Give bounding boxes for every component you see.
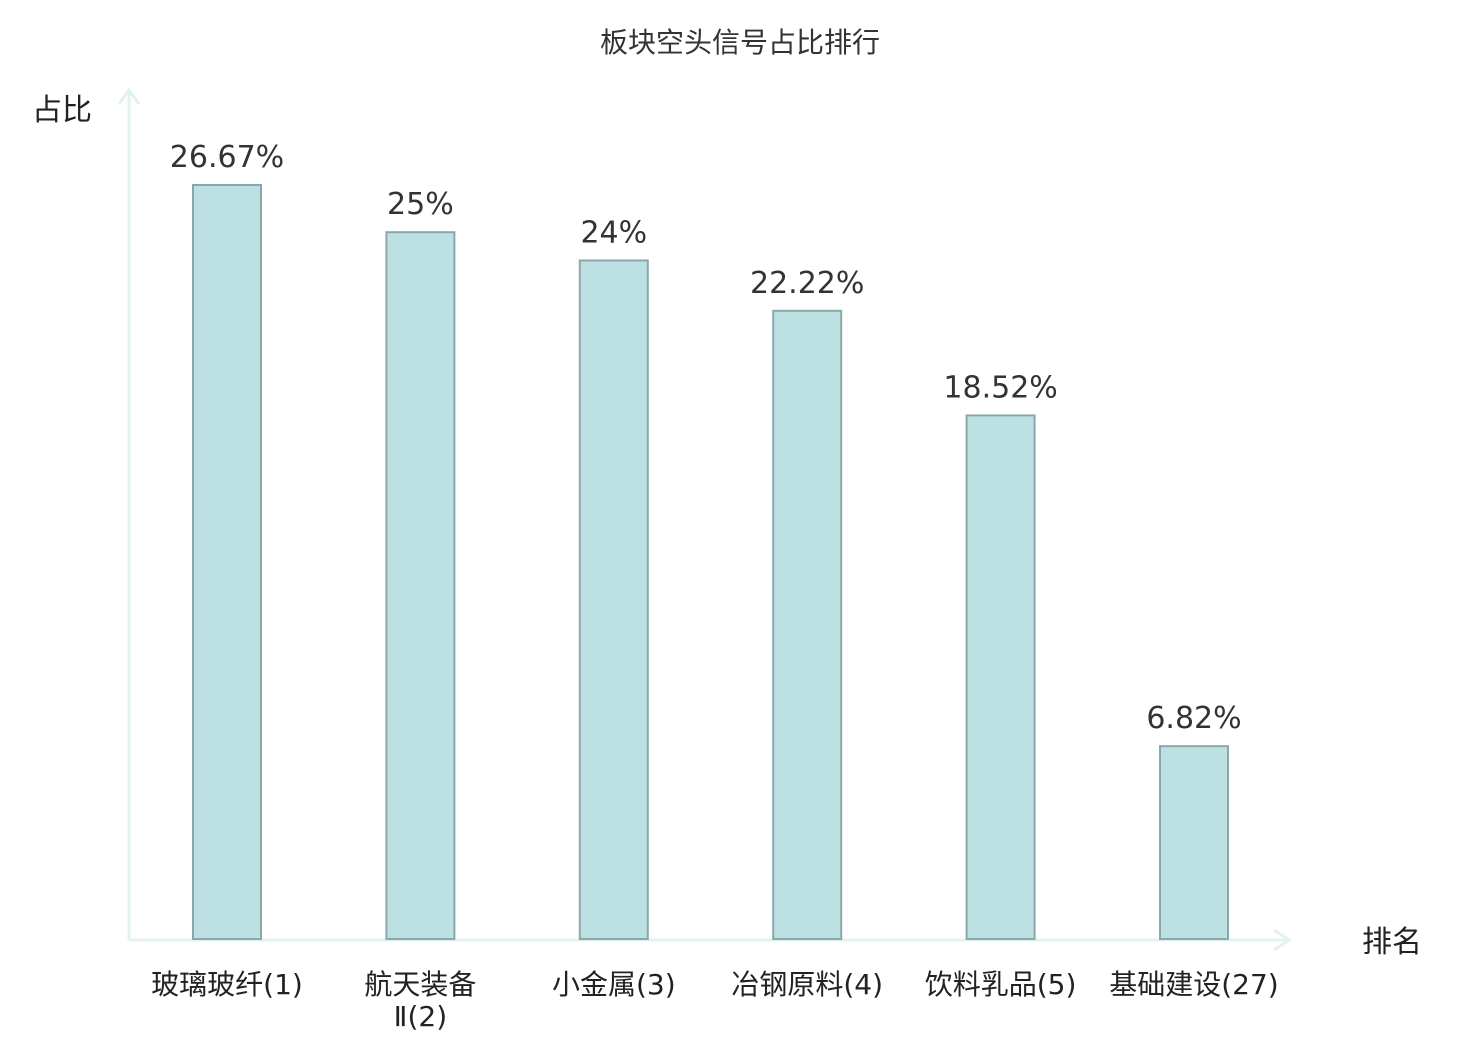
data-label: 24% bbox=[580, 215, 647, 250]
y-axis-label: 占比 bbox=[32, 93, 92, 128]
bar bbox=[385, 231, 456, 940]
x-tick-label: 饮料乳品(5) bbox=[925, 968, 1077, 1001]
bar bbox=[772, 309, 843, 940]
bar bbox=[578, 259, 649, 940]
x-tick-label: 小金属(3) bbox=[552, 968, 676, 1001]
x-tick-label: 冶钢原料(4) bbox=[731, 968, 883, 1001]
x-tick-label: 基础建设(27) bbox=[1109, 968, 1278, 1001]
value-labels: 26.67% 25% 24% 22.22% 18.52% 6.82% bbox=[170, 140, 1242, 736]
bar bbox=[965, 414, 1036, 940]
axes bbox=[117, 87, 1292, 952]
x-tick-label: 玻璃玻纤(1) bbox=[151, 968, 303, 1001]
x-tick-label-line2: Ⅱ(2) bbox=[394, 1000, 447, 1033]
data-label: 22.22% bbox=[750, 266, 864, 301]
data-label: 18.52% bbox=[943, 370, 1057, 405]
x-axis-label: 排名 bbox=[1362, 925, 1422, 960]
x-tick-label: 航天装备 bbox=[364, 968, 476, 1001]
y-axis-arrow bbox=[117, 87, 141, 105]
bars bbox=[192, 184, 1229, 940]
chart-title: 板块空头信号占比排行 bbox=[600, 26, 880, 59]
bar bbox=[1159, 745, 1229, 940]
data-label: 6.82% bbox=[1146, 701, 1241, 736]
x-axis-arrow bbox=[1273, 928, 1292, 952]
data-label: 26.67% bbox=[170, 140, 284, 175]
data-label: 25% bbox=[387, 187, 454, 222]
bar bbox=[192, 184, 262, 940]
